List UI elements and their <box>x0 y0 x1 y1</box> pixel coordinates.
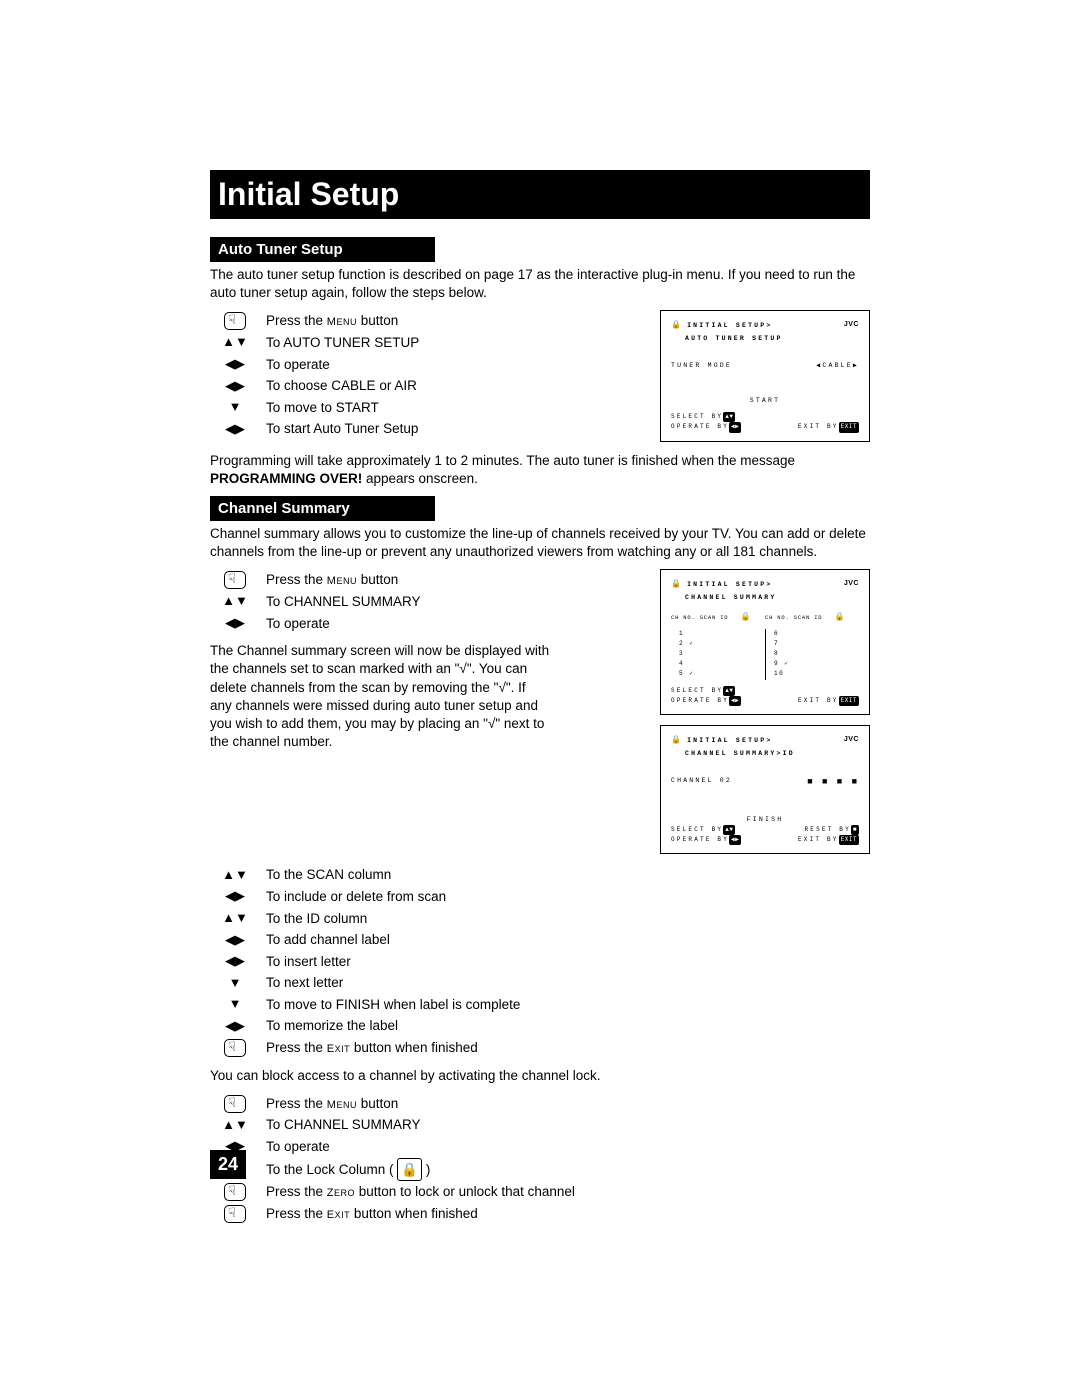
osd-channel-summary: 🔒 INITIAL SETUP>JVC CHANNEL SUMMARY CH N… <box>660 569 870 715</box>
step-row: ▲▼ To CHANNEL SUMMARY <box>210 1114 575 1136</box>
step-text: To memorize the label <box>260 1015 520 1037</box>
step-text: Press the EXIT button when finished <box>260 1203 575 1225</box>
arrow-icon: ◀▶ <box>225 953 245 968</box>
step-row: ◀▶ To operate <box>210 613 421 635</box>
channel-steps-c: Press the MENU button ▲▼ To CHANNEL SUMMAR… <box>210 1093 575 1225</box>
step-row: ▲▼ To the SCAN column <box>210 864 520 886</box>
auto-tuner-outro: Programming will take approximately 1 to… <box>210 452 870 488</box>
step-row: ◀▶ To operate <box>210 354 419 376</box>
press-icon <box>224 571 246 589</box>
step-row: ◀▶ To memorize the label <box>210 1015 520 1037</box>
step-text: Press the MENU button <box>260 1093 575 1115</box>
step-row: Press the MENU button <box>210 1093 575 1115</box>
step-text: To operate <box>260 613 421 635</box>
arrow-icon: ▲▼ <box>222 334 248 349</box>
auto-tuner-intro: The auto tuner setup function is describ… <box>210 266 870 302</box>
press-icon <box>224 1183 246 1201</box>
step-text: To the ID column <box>260 908 520 930</box>
step-row: ◀▶ To include or delete from scan <box>210 886 520 908</box>
arrow-icon: ◀▶ <box>225 378 245 393</box>
auto-tuner-steps: Press the MENU button ▲▼ To AUTO TUNER SET… <box>210 310 419 440</box>
arrow-icon: ▼ <box>229 996 242 1011</box>
manual-page: Initial Setup Auto Tuner Setup The auto … <box>210 170 870 1232</box>
step-text: To the Lock Column ( 🔒 ) <box>260 1158 575 1182</box>
step-row: ▲▼ To CHANNEL SUMMARY <box>210 591 421 613</box>
arrow-icon: ▼ <box>229 975 242 990</box>
arrow-icon: ▲▼ <box>222 593 248 608</box>
step-row: ◀▶ To start Auto Tuner Setup <box>210 418 419 440</box>
press-icon <box>224 1095 246 1113</box>
step-text: To AUTO TUNER SETUP <box>260 332 419 354</box>
channel-steps-a: Press the MENU button ▲▼ To CHANNEL SUMMAR… <box>210 569 421 634</box>
step-row: Press the EXIT button when finished <box>210 1037 520 1059</box>
step-row: ▲▼ To the ID column <box>210 908 520 930</box>
step-row: ◀▶ To insert letter <box>210 951 520 973</box>
press-icon <box>224 1205 246 1223</box>
channel-steps-b: ▲▼ To the SCAN column ◀▶ To include or dele… <box>210 864 520 1058</box>
step-row: Press the ZERO button to lock or unlock … <box>210 1181 575 1203</box>
step-text: To CHANNEL SUMMARY <box>260 591 421 613</box>
step-row: ▲▼To the Lock Column ( 🔒 ) <box>210 1158 575 1182</box>
step-text: To move to FINISH when label is complete <box>260 994 520 1016</box>
step-row: Press the MENU button <box>210 310 419 332</box>
step-row: ▲▼ To AUTO TUNER SETUP <box>210 332 419 354</box>
press-icon <box>224 312 246 330</box>
step-text: To start Auto Tuner Setup <box>260 418 419 440</box>
step-row: ▼ To move to START <box>210 397 419 419</box>
arrow-icon: ▲▼ <box>222 1117 248 1132</box>
section-heading-auto-tuner: Auto Tuner Setup <box>210 237 435 262</box>
page-number: 24 <box>210 1150 246 1179</box>
step-text: Press the MENU button <box>260 310 419 332</box>
arrow-icon: ◀▶ <box>225 932 245 947</box>
step-text: Press the MENU button <box>260 569 421 591</box>
step-text: To CHANNEL SUMMARY <box>260 1114 575 1136</box>
step-row: ◀▶ To choose CABLE or AIR <box>210 375 419 397</box>
channel-summary-mid: The Channel summary screen will now be d… <box>210 642 550 751</box>
step-text: Press the EXIT button when finished <box>260 1037 520 1059</box>
osd-auto-tuner: 🔒 INITIAL SETUP>JVC AUTO TUNER SETUP TUN… <box>660 310 870 441</box>
step-text: To next letter <box>260 972 520 994</box>
step-text: To the SCAN column <box>260 864 520 886</box>
step-text: Press the ZERO button to lock or unlock … <box>260 1181 575 1203</box>
osd-channel-id: 🔒 INITIAL SETUP>JVC CHANNEL SUMMARY>ID C… <box>660 725 870 854</box>
arrow-icon: ▲▼ <box>222 867 248 882</box>
arrow-icon: ◀▶ <box>225 356 245 371</box>
step-row: ▼ To next letter <box>210 972 520 994</box>
step-row: Press the EXIT button when finished <box>210 1203 575 1225</box>
step-text: To operate <box>260 354 419 376</box>
step-text: To move to START <box>260 397 419 419</box>
step-text: To insert letter <box>260 951 520 973</box>
arrow-icon: ◀▶ <box>225 615 245 630</box>
press-icon <box>224 1039 246 1057</box>
channel-summary-intro: Channel summary allows you to customize … <box>210 525 870 561</box>
step-row: Press the MENU button <box>210 569 421 591</box>
page-title: Initial Setup <box>210 170 870 219</box>
step-row: ◀▶ To add channel label <box>210 929 520 951</box>
arrow-icon: ▼ <box>229 399 242 414</box>
step-text: To add channel label <box>260 929 520 951</box>
arrow-icon: ◀▶ <box>225 1018 245 1033</box>
arrow-icon: ◀▶ <box>225 421 245 436</box>
lock-intro: You can block access to a channel by act… <box>210 1067 870 1085</box>
step-row: ◀▶To operate <box>210 1136 575 1158</box>
step-row: ▼ To move to FINISH when label is complet… <box>210 994 520 1016</box>
section-heading-channel-summary: Channel Summary <box>210 496 435 521</box>
arrow-icon: ◀▶ <box>225 888 245 903</box>
step-text: To operate <box>260 1136 575 1158</box>
arrow-icon: ▲▼ <box>222 910 248 925</box>
step-text: To include or delete from scan <box>260 886 520 908</box>
step-text: To choose CABLE or AIR <box>260 375 419 397</box>
